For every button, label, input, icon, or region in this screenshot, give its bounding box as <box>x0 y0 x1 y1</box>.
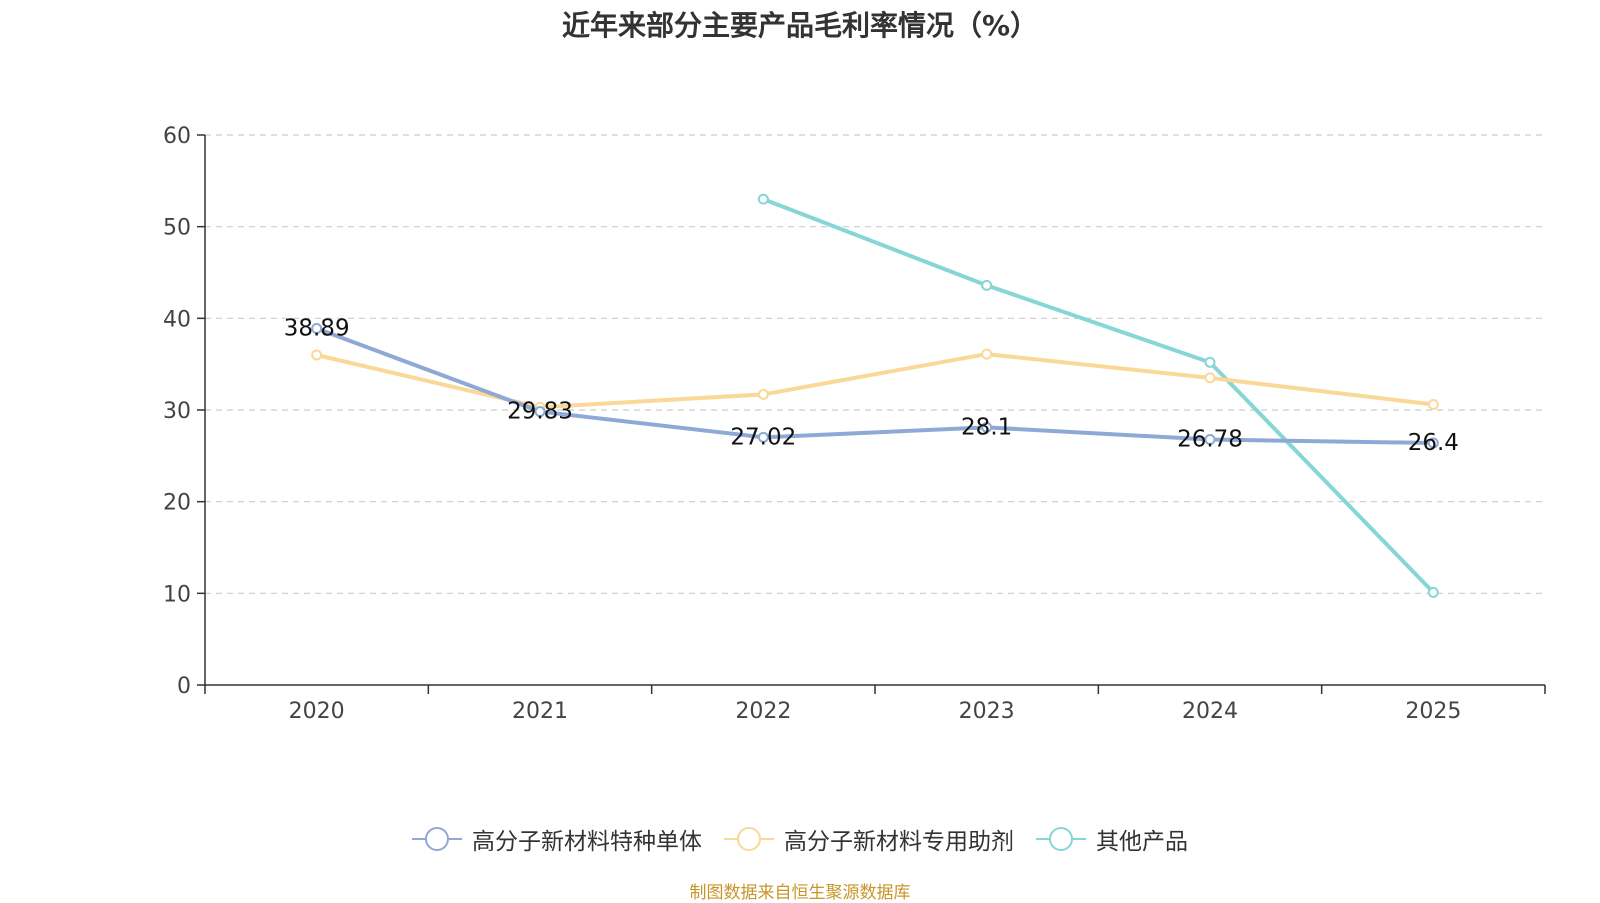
x-tick-label: 2025 <box>1405 699 1461 724</box>
data-point <box>534 406 546 418</box>
data-point <box>1427 399 1439 410</box>
data-point <box>1427 437 1439 449</box>
legend-label: 其他产品 <box>1096 829 1188 855</box>
series-line-2 <box>316 352 1434 410</box>
chart-title: 近年来部分主要产品毛利率情况（%） <box>561 9 1039 42</box>
legend-line-circle-icon <box>1036 826 1086 852</box>
data-point <box>1204 372 1216 384</box>
legend[interactable]: 高分子新材料特种单体 高分子新材料专用助剂 其他产品 <box>0 822 1600 856</box>
data-point <box>311 323 323 335</box>
data-point <box>1427 586 1439 598</box>
y-tick-label: 50 <box>163 216 191 241</box>
series-lines <box>311 193 1439 598</box>
data-label: 29.83 <box>507 399 573 425</box>
legend-item-2[interactable]: 高分子新材料专用助剂 <box>724 822 1014 856</box>
data-point <box>981 348 993 360</box>
data-point <box>757 193 769 205</box>
data-label: 26.4 <box>1408 430 1459 456</box>
grid-lines <box>205 134 1545 594</box>
data-point <box>1204 434 1216 446</box>
data-point <box>757 431 769 443</box>
data-label: 26.78 <box>1177 427 1243 453</box>
y-tick-label: 30 <box>163 399 191 424</box>
data-point <box>757 388 769 400</box>
data-labels: 38.89 29.83 27.02 28.1 26.78 26.4 <box>284 316 1459 456</box>
data-point <box>1204 356 1216 368</box>
x-tick-label: 2020 <box>289 699 345 724</box>
legend-item-1[interactable]: 高分子新材料特种单体 <box>412 822 702 856</box>
series-line-1 <box>315 326 1434 445</box>
data-label: 28.1 <box>961 414 1012 440</box>
data-point <box>981 279 993 291</box>
legend-item-3[interactable]: 其他产品 <box>1036 822 1188 856</box>
legend-label: 高分子新材料特种单体 <box>472 829 702 855</box>
y-tick-label: 60 <box>163 124 191 149</box>
x-tick-label: 2022 <box>735 699 791 724</box>
data-label: 27.02 <box>730 424 796 450</box>
data-point <box>311 349 323 361</box>
x-tick-label: 2023 <box>959 699 1015 724</box>
legend-line-circle-icon <box>724 826 774 852</box>
x-tick-label: 2021 <box>512 699 568 724</box>
data-label: 38.89 <box>284 316 350 342</box>
series-line-3 <box>762 197 1435 594</box>
y-tick-label: 20 <box>163 491 191 516</box>
data-point <box>981 421 993 433</box>
legend-line-circle-icon <box>412 826 462 852</box>
y-tick-label: 0 <box>177 674 191 699</box>
y-tick-label: 10 <box>163 582 191 607</box>
axes: 0 10 20 30 40 50 60 2020 2021 2022 2023 2024 2025 <box>163 124 1546 724</box>
source-note: 制图数据来自恒生聚源数据库 <box>689 883 911 903</box>
y-tick-label: 40 <box>163 307 191 332</box>
legend-label: 高分子新材料专用助剂 <box>784 829 1014 855</box>
x-tick-label: 2024 <box>1182 699 1238 724</box>
